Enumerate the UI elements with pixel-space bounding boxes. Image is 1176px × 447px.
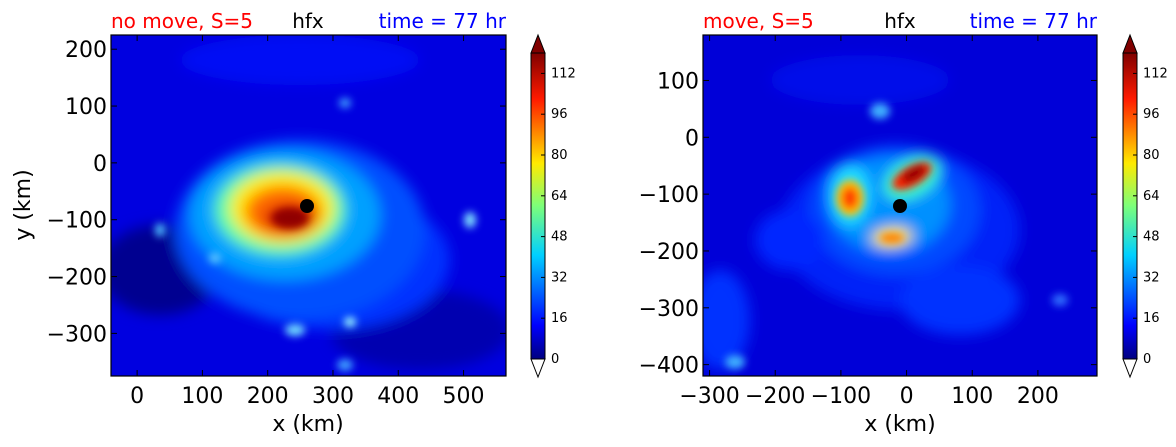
y-tick-label: −100 [47, 209, 107, 234]
y-tick-label: −300 [47, 322, 107, 347]
title-center: hfx [884, 9, 916, 33]
colorbar-tick-label: 64 [1143, 189, 1160, 204]
y-tick-label: 0 [93, 152, 107, 177]
x-tick-label: 400 [377, 384, 419, 409]
storm-center-marker [893, 199, 907, 213]
colorbar-tick-label: 112 [1143, 66, 1168, 81]
colorbar-tick-label: 64 [551, 189, 568, 204]
colorbar-tick-label: 16 [1143, 311, 1160, 326]
x-tick-label: 500 [443, 384, 485, 409]
heatmap-field [703, 35, 1097, 376]
colorbar-extend-min [1122, 358, 1138, 379]
colorbar-extend-max [1122, 33, 1138, 54]
y-tick-label: 100 [65, 95, 107, 120]
colorbar-extend-min [530, 358, 546, 379]
x-tick-label: −300 [679, 384, 739, 409]
y-tick-label: −300 [639, 297, 699, 322]
x-tick-label: −200 [745, 384, 805, 409]
colorbar-tick-label: 32 [551, 270, 568, 285]
title-right: time = 77 hr [379, 9, 507, 33]
colorbar-tick-label: 0 [551, 352, 559, 367]
colorbar-tick-label: 48 [1143, 230, 1160, 245]
y-tick-label: 100 [657, 69, 699, 94]
colorbar-tick-label: 16 [551, 311, 568, 326]
y-tick-label: −200 [47, 266, 107, 291]
colorbar: 0 16 32 48 64 80 96 112 [1122, 33, 1168, 379]
title-left: move, S=5 [703, 9, 814, 33]
x-tick-label: 0 [130, 384, 144, 409]
colorbar-tick-label: 112 [551, 66, 576, 81]
colorbar-tick-label: 96 [551, 107, 568, 122]
colorbar-extend-max [530, 33, 546, 54]
colorbar-tick-label: 32 [1143, 270, 1160, 285]
x-tick-label: 100 [951, 384, 993, 409]
panel-no-move: no move, S=5 hfx time = 77 hr [11, 9, 576, 437]
y-tick-label: −100 [639, 183, 699, 208]
plot-frame [702, 34, 1098, 377]
colorbar-tick-label: 96 [1143, 107, 1160, 122]
heatmap-field [111, 35, 506, 376]
title-right: time = 77 hr [970, 9, 1098, 33]
x-tick-label: 300 [312, 384, 354, 409]
y-tick-label: 0 [685, 126, 699, 151]
x-axis-label: x (km) [272, 412, 343, 437]
x-tick-label: −100 [811, 384, 871, 409]
colorbar-tick-label: 0 [1143, 352, 1151, 367]
x-tick-label: 100 [181, 384, 223, 409]
y-axis-label: y (km) [11, 169, 36, 240]
title-center: hfx [292, 9, 324, 33]
x-tick-label: 200 [1017, 384, 1059, 409]
plot-frame [110, 34, 507, 377]
colorbar: 0 16 32 48 64 80 96 112 [530, 33, 576, 379]
title-left: no move, S=5 [111, 9, 253, 33]
y-tick-label: −400 [639, 354, 699, 379]
x-axis-label: x (km) [864, 412, 935, 437]
colorbar-tick-label: 48 [551, 230, 568, 245]
colorbar-tick-label: 80 [551, 148, 568, 163]
storm-center-marker [300, 199, 314, 213]
x-tick-label: 0 [900, 384, 914, 409]
y-tick-label: −200 [639, 240, 699, 265]
colorbar-tick-label: 80 [1143, 148, 1160, 163]
x-tick-label: 200 [247, 384, 289, 409]
panel-move: move, S=5 hfx time = 77 hr [639, 9, 1168, 437]
axes: 0 100 200 300 400 500 200 100 0 −100 −200 −300 [47, 35, 506, 409]
y-tick-label: 200 [65, 38, 107, 63]
